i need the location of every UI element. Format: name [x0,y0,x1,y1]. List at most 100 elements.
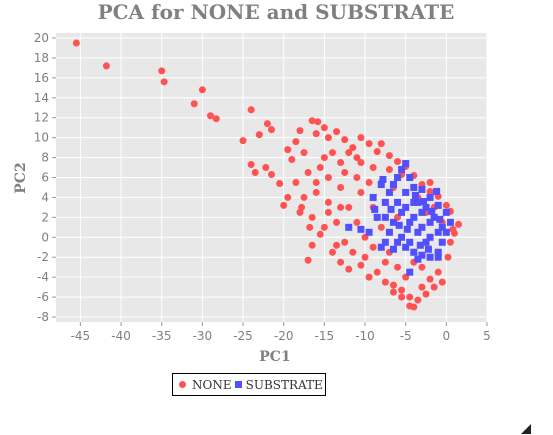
none-point [280,201,288,209]
substrate-point [381,213,389,221]
substrate-point [434,253,442,261]
none-point [373,268,381,276]
substrate-point [371,205,379,213]
none-point [239,137,247,145]
substrate-point [410,198,418,206]
none-point [345,265,353,273]
substrate-point [426,218,434,226]
none-point [414,296,422,304]
none-point [198,86,206,94]
none-point [324,198,332,206]
none-point [308,213,316,221]
none-point [324,134,332,142]
substrate-point [416,241,424,249]
legend-item-none: NONE [179,378,232,392]
none-point [406,293,414,301]
none-point [337,183,345,191]
none-point [102,62,110,70]
none-point [369,243,377,251]
substrate-point [389,180,397,188]
none-point [357,188,365,196]
substrate-point [436,215,444,223]
resize-corner-icon[interactable] [521,424,531,434]
x-tick-label: -15 [315,329,335,343]
none-point [353,218,361,226]
substrate-point [428,207,436,215]
y-tick-label: 8 [41,151,49,165]
none-point [341,136,349,144]
substrate-point [398,208,406,216]
substrate-point [402,203,410,211]
none-point [304,256,312,264]
y-tick-label: -4 [37,270,49,284]
none-point [263,120,271,128]
none-point [308,117,316,125]
substrate-point [411,191,419,199]
substrate-point [422,238,430,246]
tick-labels: -45 -40 -35 -30 -25 -20 -15 -10 -5 0 5-8-6-4-20246… [34,31,491,343]
substrate-point [389,245,397,253]
substrate-point [406,218,414,226]
substrate-point [410,183,418,191]
none-point [255,131,263,139]
substrate-point [365,228,373,236]
none-point [324,208,332,216]
substrate-point [420,197,428,205]
none-point [434,268,442,276]
none-point [444,253,452,261]
none-point [406,302,414,310]
y-tick-label: -8 [37,310,49,324]
none-point [262,164,270,172]
substrate-point [410,213,418,221]
y-tick-label: 10 [34,131,49,145]
none-point [333,241,341,249]
none-point [449,225,457,233]
substrate-point [406,174,414,181]
substrate-point [377,243,385,251]
y-tick-label: 4 [41,190,49,204]
none-point [345,149,353,157]
substrate-point [418,185,426,193]
none-point [381,278,389,286]
substrate-point [438,238,446,246]
none-point [312,130,320,138]
none-point [320,154,328,162]
none-point [430,283,438,291]
substrate-point [345,223,353,231]
none-point [190,100,198,108]
substrate-point [379,175,387,183]
none-point [345,203,353,211]
none-point [308,241,316,249]
none-point [314,118,322,126]
substrate-point [414,228,422,236]
legend-label-none: NONE [192,377,232,392]
none-point [455,220,463,228]
none-point [328,248,336,256]
x-tick-label: -45 [71,329,91,343]
legend-square-marker-icon [234,381,242,388]
y-axis-title: PC2 [13,162,29,193]
substrate-point [433,187,441,195]
none-point [337,159,345,167]
substrate-point [418,251,426,259]
none-point [247,161,255,169]
substrate-point [414,198,422,206]
substrate-point [426,233,434,241]
none-point [300,149,308,157]
substrate-point [369,193,377,201]
y-tick-label: 12 [34,111,49,125]
none-point [377,223,385,231]
none-point [337,258,345,266]
none-point [268,126,275,134]
none-point [398,293,406,301]
none-point [268,171,275,179]
none-point [365,273,373,281]
substrate-point [434,201,442,209]
x-tick-label: -35 [152,329,172,343]
substrate-point [387,205,395,213]
none-point [341,238,349,246]
substrate-point [402,160,410,168]
none-point [369,164,377,172]
substrate-point [422,203,430,211]
